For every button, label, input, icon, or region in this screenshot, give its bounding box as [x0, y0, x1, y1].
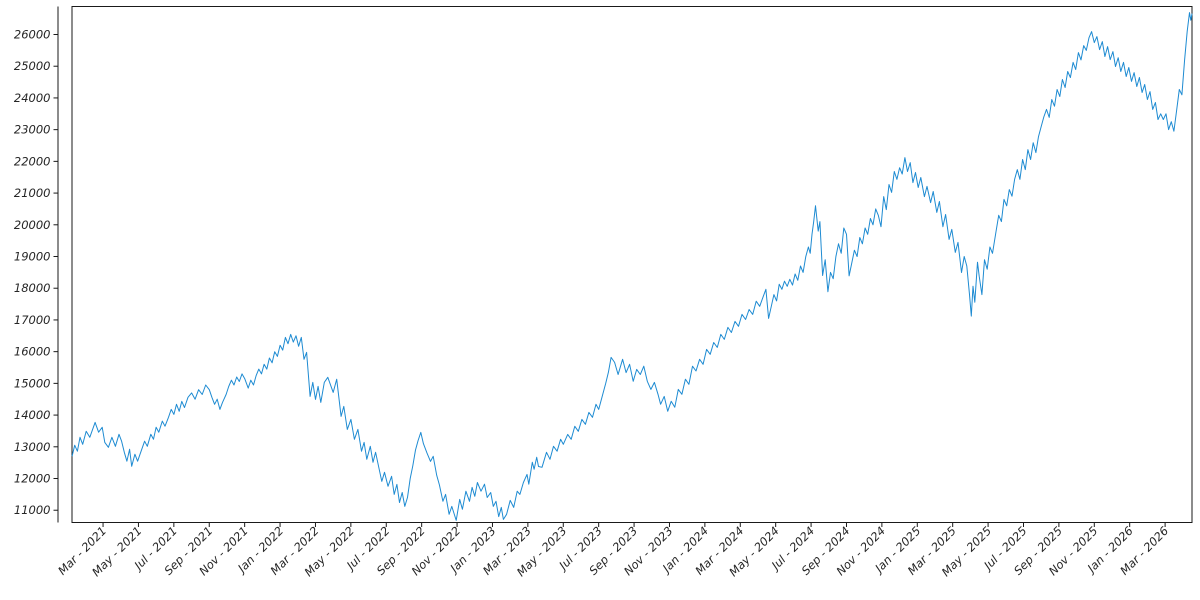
y-tick-label: 13000 [14, 440, 51, 454]
y-tick-label: 25000 [14, 59, 51, 73]
plot-area [71, 12, 1193, 521]
y-tick-label: 14000 [14, 408, 51, 422]
y-tick-label: 21000 [14, 186, 51, 200]
y-tick-label: 12000 [14, 472, 51, 486]
plot-border [71, 6, 1193, 523]
axes-spines [57, 6, 1193, 523]
y-tick-label: 23000 [14, 123, 51, 137]
y-tick-label: 19000 [14, 250, 51, 264]
y-tick-label: 17000 [14, 313, 51, 327]
y-tick-label: 24000 [14, 91, 51, 105]
y-tick-label: 15000 [14, 376, 51, 390]
y-tick-label: 26000 [14, 28, 51, 42]
y-tick-label: 22000 [14, 154, 51, 168]
y-axis-ticks: 11000 12000 13000 14000 15000 16000 17000 18000… [14, 28, 58, 517]
y-tick-label: 11000 [14, 503, 51, 517]
y-tick-label: 16000 [14, 345, 51, 359]
y-tick-label: 20000 [14, 218, 51, 232]
series-line [71, 12, 1193, 521]
y-tick-label: 18000 [14, 281, 51, 295]
